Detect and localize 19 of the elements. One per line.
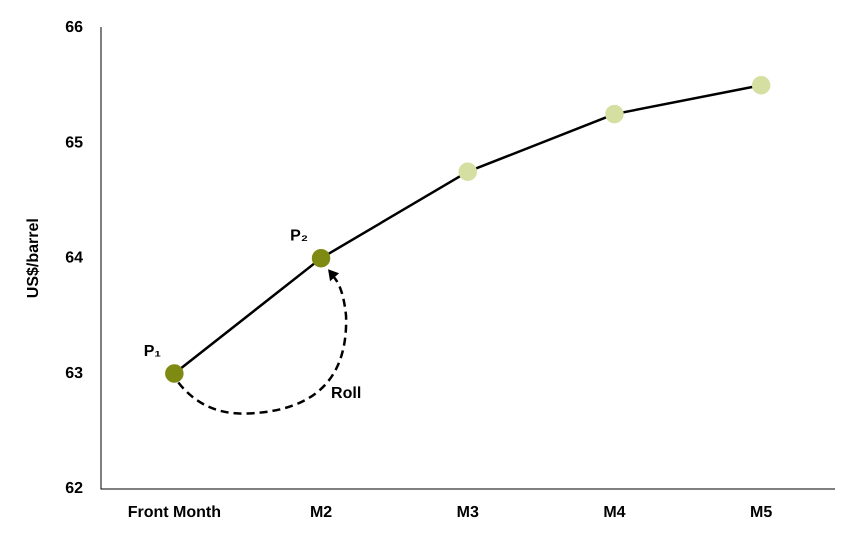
x-tick-label: M2 xyxy=(310,504,332,521)
y-tick-label: 62 xyxy=(65,480,84,498)
annotation: Roll xyxy=(331,384,362,402)
annotation: P₁ xyxy=(144,342,162,360)
y-tick-label: 65 xyxy=(65,134,84,152)
annotation: P₂ xyxy=(290,228,308,245)
point xyxy=(605,104,624,124)
point xyxy=(458,162,477,181)
x-tick-label: M5 xyxy=(750,504,772,521)
x-tick-label: M3 xyxy=(456,504,479,521)
x-tick-label: M4 xyxy=(603,504,626,521)
y-axis-title: US$/barrel xyxy=(25,218,42,298)
x-tick-label: Front Month xyxy=(128,504,221,521)
point xyxy=(312,248,330,268)
y-tick-label: 63 xyxy=(65,364,84,382)
point xyxy=(165,364,184,383)
point xyxy=(752,76,770,94)
y-tick-label: 64 xyxy=(65,250,84,267)
y-tick-label: 66 xyxy=(65,19,84,36)
